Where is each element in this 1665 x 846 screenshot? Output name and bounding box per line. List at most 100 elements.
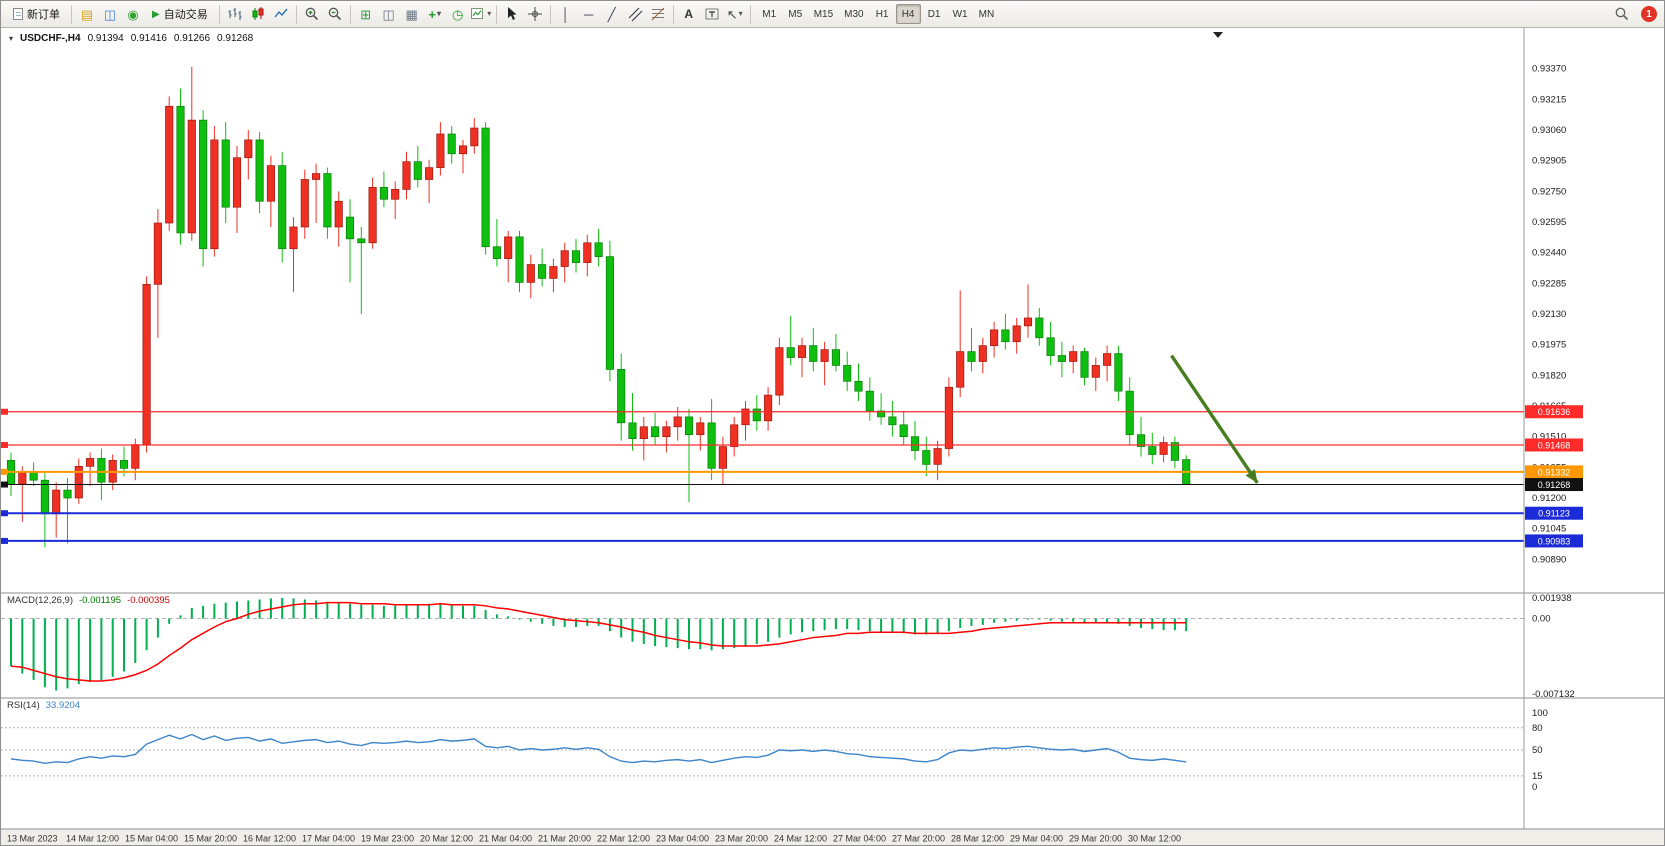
price-level-badge-label: 0.91268 [1538, 480, 1571, 490]
timeframe-button-m30[interactable]: M30 [844, 8, 864, 20]
data-window-icon[interactable]: ◫ [103, 6, 117, 22]
zoom-out-icon[interactable] [324, 3, 346, 25]
timeframe-button-h4[interactable]: H4 [895, 4, 921, 24]
price-level-badge [1525, 478, 1583, 492]
open-value: 0.91394 [87, 33, 124, 44]
timeframe-button-h1[interactable]: H1 [875, 8, 889, 20]
time-axis-label: 23 Mar 20:00 [715, 834, 768, 844]
time-axis-label: 24 Mar 12:00 [774, 834, 827, 844]
line-chart-icon[interactable] [270, 3, 292, 25]
candle-body [786, 347, 795, 358]
candlestick-chart-icon[interactable] [247, 3, 269, 25]
candle-body [696, 422, 705, 436]
candle-body [662, 426, 671, 438]
candle-body [673, 416, 682, 428]
candle-body [865, 390, 874, 412]
price-level-badge-label: 0.91636 [1538, 407, 1571, 417]
macd-signal-line [10, 601, 1187, 682]
new-chart-icon[interactable]: ⊞ [360, 6, 372, 22]
templates-icon[interactable]: ▾ [470, 3, 492, 25]
level-left-marker[interactable] [1, 441, 8, 448]
toolbar-separator [672, 4, 674, 24]
time-axis-label: 27 Mar 04:00 [833, 834, 886, 844]
candle-body [436, 133, 445, 168]
trend-arrow[interactable] [1170, 354, 1259, 484]
macd-main-value: -0.001195 [79, 595, 122, 606]
time-axis-strip[interactable] [1, 829, 1665, 846]
level-left-marker[interactable] [1, 481, 8, 488]
auto-trading-label: 自动交易 [163, 9, 208, 21]
chart-area[interactable]: 0.93370 0.93215 0.93060 0.92905 0.92750 0.925… [1, 28, 1665, 846]
vertical-line-tool-icon[interactable]: │ [561, 6, 570, 22]
candle-body [425, 167, 434, 180]
price-axis-tick: 0.91820 [1532, 370, 1566, 381]
text-tool-icon[interactable]: A [684, 7, 694, 21]
candle-body [345, 216, 355, 240]
bar-chart-icon[interactable] [224, 3, 246, 25]
chart-shift-marker[interactable] [1213, 32, 1223, 38]
candle-body [1012, 325, 1021, 343]
shapes-tool-icon[interactable]: ↖ ▾ [726, 6, 743, 22]
candle-body [18, 471, 27, 485]
tile-windows-icon[interactable]: ▦ [405, 6, 418, 22]
candle-body [289, 226, 298, 250]
trendline-tool-icon[interactable]: ╱ [607, 6, 616, 22]
timeframe-button-w1[interactable]: W1 [952, 8, 968, 20]
candle-body [458, 145, 468, 155]
navigator-icon[interactable]: ◉ [127, 6, 139, 22]
level-left-marker[interactable] [1, 408, 8, 415]
price-axis-tick: 0.92285 [1532, 278, 1566, 289]
timeframe-button-m1[interactable]: M1 [762, 8, 777, 20]
level-left-marker[interactable] [1, 510, 8, 517]
time-axis-label: 27 Mar 20:00 [892, 834, 945, 844]
notification-badge[interactable]: 1 [1641, 6, 1657, 22]
timeframe-button-m5[interactable]: M5 [788, 8, 803, 20]
toolbar-separator [218, 4, 220, 24]
candle-body [176, 105, 185, 234]
candle-body [583, 242, 592, 263]
candle-body [1170, 442, 1179, 461]
price-axis-tick: 0.92595 [1532, 217, 1566, 228]
candle-body [831, 349, 840, 366]
candle-body [718, 446, 727, 469]
cascade-windows-icon[interactable]: ◫ [382, 6, 395, 22]
candle-body [651, 426, 660, 438]
channel-tool-icon[interactable] [624, 3, 646, 25]
high-value: 0.91416 [130, 33, 167, 44]
timeframe-button-mn[interactable]: MN [978, 8, 995, 20]
time-axis-label: 30 Mar 12:00 [1128, 834, 1181, 844]
candle-body [1091, 365, 1100, 378]
fibonacci-tool-icon[interactable] [647, 3, 669, 25]
text-label-tool-icon[interactable] [701, 3, 723, 25]
new-order-icon [13, 8, 23, 20]
price-axis-tick: 0.93060 [1532, 125, 1566, 136]
rsi-label: RSI(14) [7, 700, 40, 711]
time-axis-label: 15 Mar 04:00 [125, 834, 178, 844]
timeframe-button-d1[interactable]: D1 [927, 8, 941, 20]
new-order-button[interactable]: 新订单 [6, 3, 67, 25]
candle-body [956, 351, 965, 388]
price-axis-tick: 0.92130 [1532, 309, 1566, 320]
periods-icon[interactable]: ◷ [452, 6, 464, 22]
auto-trading-button[interactable]: ▶ 自动交易 [145, 3, 215, 25]
macd-axis-tick: 0.001938 [1532, 593, 1572, 604]
zoom-in-icon[interactable] [301, 3, 323, 25]
candle-body [910, 436, 920, 451]
price-level-badge [1525, 534, 1583, 548]
chart-menu-icon[interactable]: ▾ [9, 34, 14, 43]
timeframe-button-m15[interactable]: M15 [813, 8, 834, 20]
level-left-marker[interactable] [1, 537, 8, 544]
market-watch-icon[interactable]: ▤ [80, 6, 94, 22]
price-axis-tick: 0.93215 [1532, 94, 1566, 105]
candle-body [809, 345, 818, 362]
level-left-marker[interactable] [1, 468, 8, 475]
time-axis-label: 28 Mar 12:00 [951, 834, 1004, 844]
crosshair-icon[interactable] [524, 3, 546, 25]
horizontal-line-tool-icon[interactable]: ─ [584, 6, 594, 22]
search-icon[interactable] [1611, 3, 1633, 25]
dropdown-caret-icon: ▾ [436, 9, 441, 18]
cursor-icon[interactable] [501, 3, 523, 25]
price-axis-tick: 0.91510 [1532, 432, 1566, 443]
toolbar-separator [495, 4, 497, 24]
new-order-label: 新订单 [27, 9, 60, 21]
